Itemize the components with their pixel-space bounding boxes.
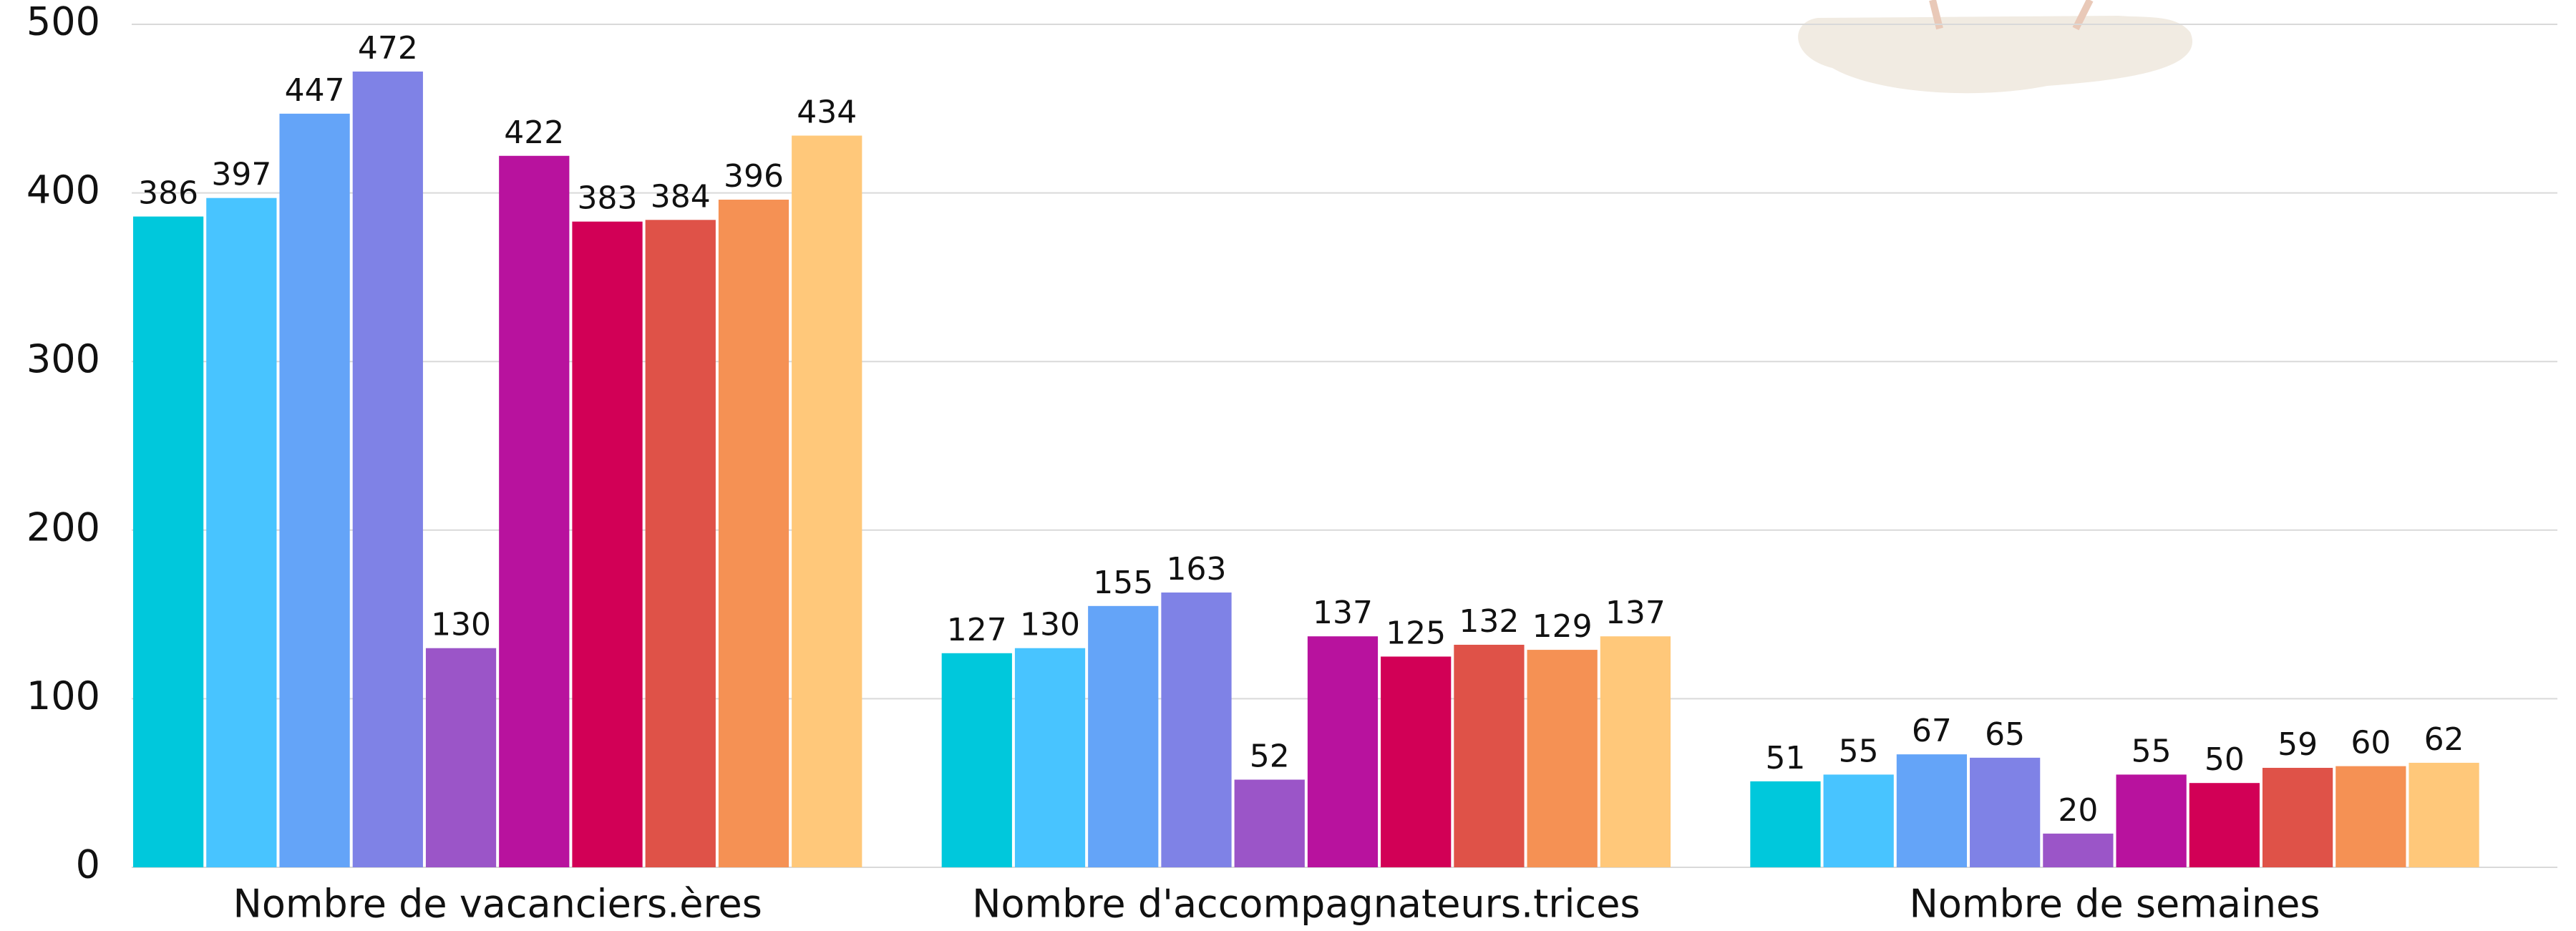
bar — [2189, 783, 2260, 867]
data-label: 422 — [504, 114, 564, 151]
bar — [646, 220, 716, 867]
data-label: 397 — [211, 157, 271, 193]
bar — [279, 114, 349, 867]
decoration — [1798, 0, 2192, 93]
y-tick-label: 100 — [26, 673, 100, 718]
bar — [1235, 779, 1305, 867]
bar — [1600, 636, 1671, 867]
data-label: 50 — [2205, 741, 2245, 778]
data-label: 52 — [1250, 738, 1290, 774]
y-tick-label: 0 — [76, 842, 100, 887]
page: 0 100 200 300 400 500 Nombre de vacanciers.ère… — [0, 0, 2576, 931]
bar — [1381, 657, 1451, 868]
data-label: 132 — [1459, 603, 1519, 640]
bar — [1527, 650, 1598, 867]
data-label: 67 — [1912, 713, 1952, 749]
data-label: 383 — [578, 180, 638, 217]
bar — [2409, 763, 2479, 867]
bar — [133, 217, 203, 867]
data-label: 55 — [2132, 733, 2172, 769]
data-label: 130 — [431, 607, 491, 643]
bar — [942, 653, 1012, 867]
data-label: 137 — [1313, 595, 1373, 631]
data-label: 472 — [358, 30, 418, 67]
bar — [572, 222, 642, 867]
data-label: 130 — [1020, 607, 1080, 643]
y-tick-label: 300 — [26, 336, 100, 381]
y-tick-label: 200 — [26, 505, 100, 550]
bar — [719, 200, 789, 867]
y-tick-label: 500 — [26, 0, 100, 44]
data-label: 65 — [1985, 716, 2025, 753]
bar — [2336, 766, 2406, 867]
data-label: 129 — [1532, 608, 1593, 645]
bar — [499, 156, 569, 867]
data-label: 20 — [2058, 792, 2098, 829]
bar — [1015, 648, 1085, 867]
chart: 0 100 200 300 400 500 Nombre de vacanciers.ère… — [0, 0, 2576, 931]
bar — [1824, 774, 1894, 867]
y-tick-label: 400 — [26, 167, 100, 213]
data-label: 55 — [1839, 733, 1879, 769]
x-tick-label: Nombre d'accompagnateurs.trices — [972, 882, 1640, 927]
data-label: 447 — [285, 72, 345, 109]
data-label: 62 — [2424, 721, 2464, 758]
bar — [1161, 593, 1231, 867]
data-label: 384 — [651, 178, 711, 215]
data-label: 163 — [1166, 551, 1226, 588]
data-label: 127 — [947, 612, 1007, 648]
bar — [1750, 781, 1820, 867]
data-label: 125 — [1386, 615, 1446, 652]
bar — [1897, 754, 1967, 867]
data-label: 434 — [797, 94, 857, 130]
bar — [1308, 636, 1378, 867]
bar — [1454, 645, 1524, 867]
x-tick-label: Nombre de vacanciers.ères — [233, 882, 762, 927]
data-label: 59 — [2278, 726, 2318, 763]
bar — [426, 648, 496, 867]
data-label: 137 — [1605, 595, 1666, 631]
bar — [1088, 606, 1158, 867]
bar — [2262, 768, 2333, 867]
data-label: 386 — [138, 175, 198, 212]
bar — [2043, 834, 2113, 867]
bar — [792, 135, 862, 867]
bar — [1970, 758, 2040, 867]
bar — [353, 72, 423, 867]
data-label: 155 — [1093, 565, 1153, 601]
data-label: 60 — [2351, 725, 2391, 761]
bar — [2116, 774, 2187, 867]
data-label: 396 — [724, 158, 784, 195]
data-label: 51 — [1765, 740, 1805, 776]
x-tick-label: Nombre de semaines — [1909, 882, 2320, 927]
bar — [206, 198, 276, 867]
